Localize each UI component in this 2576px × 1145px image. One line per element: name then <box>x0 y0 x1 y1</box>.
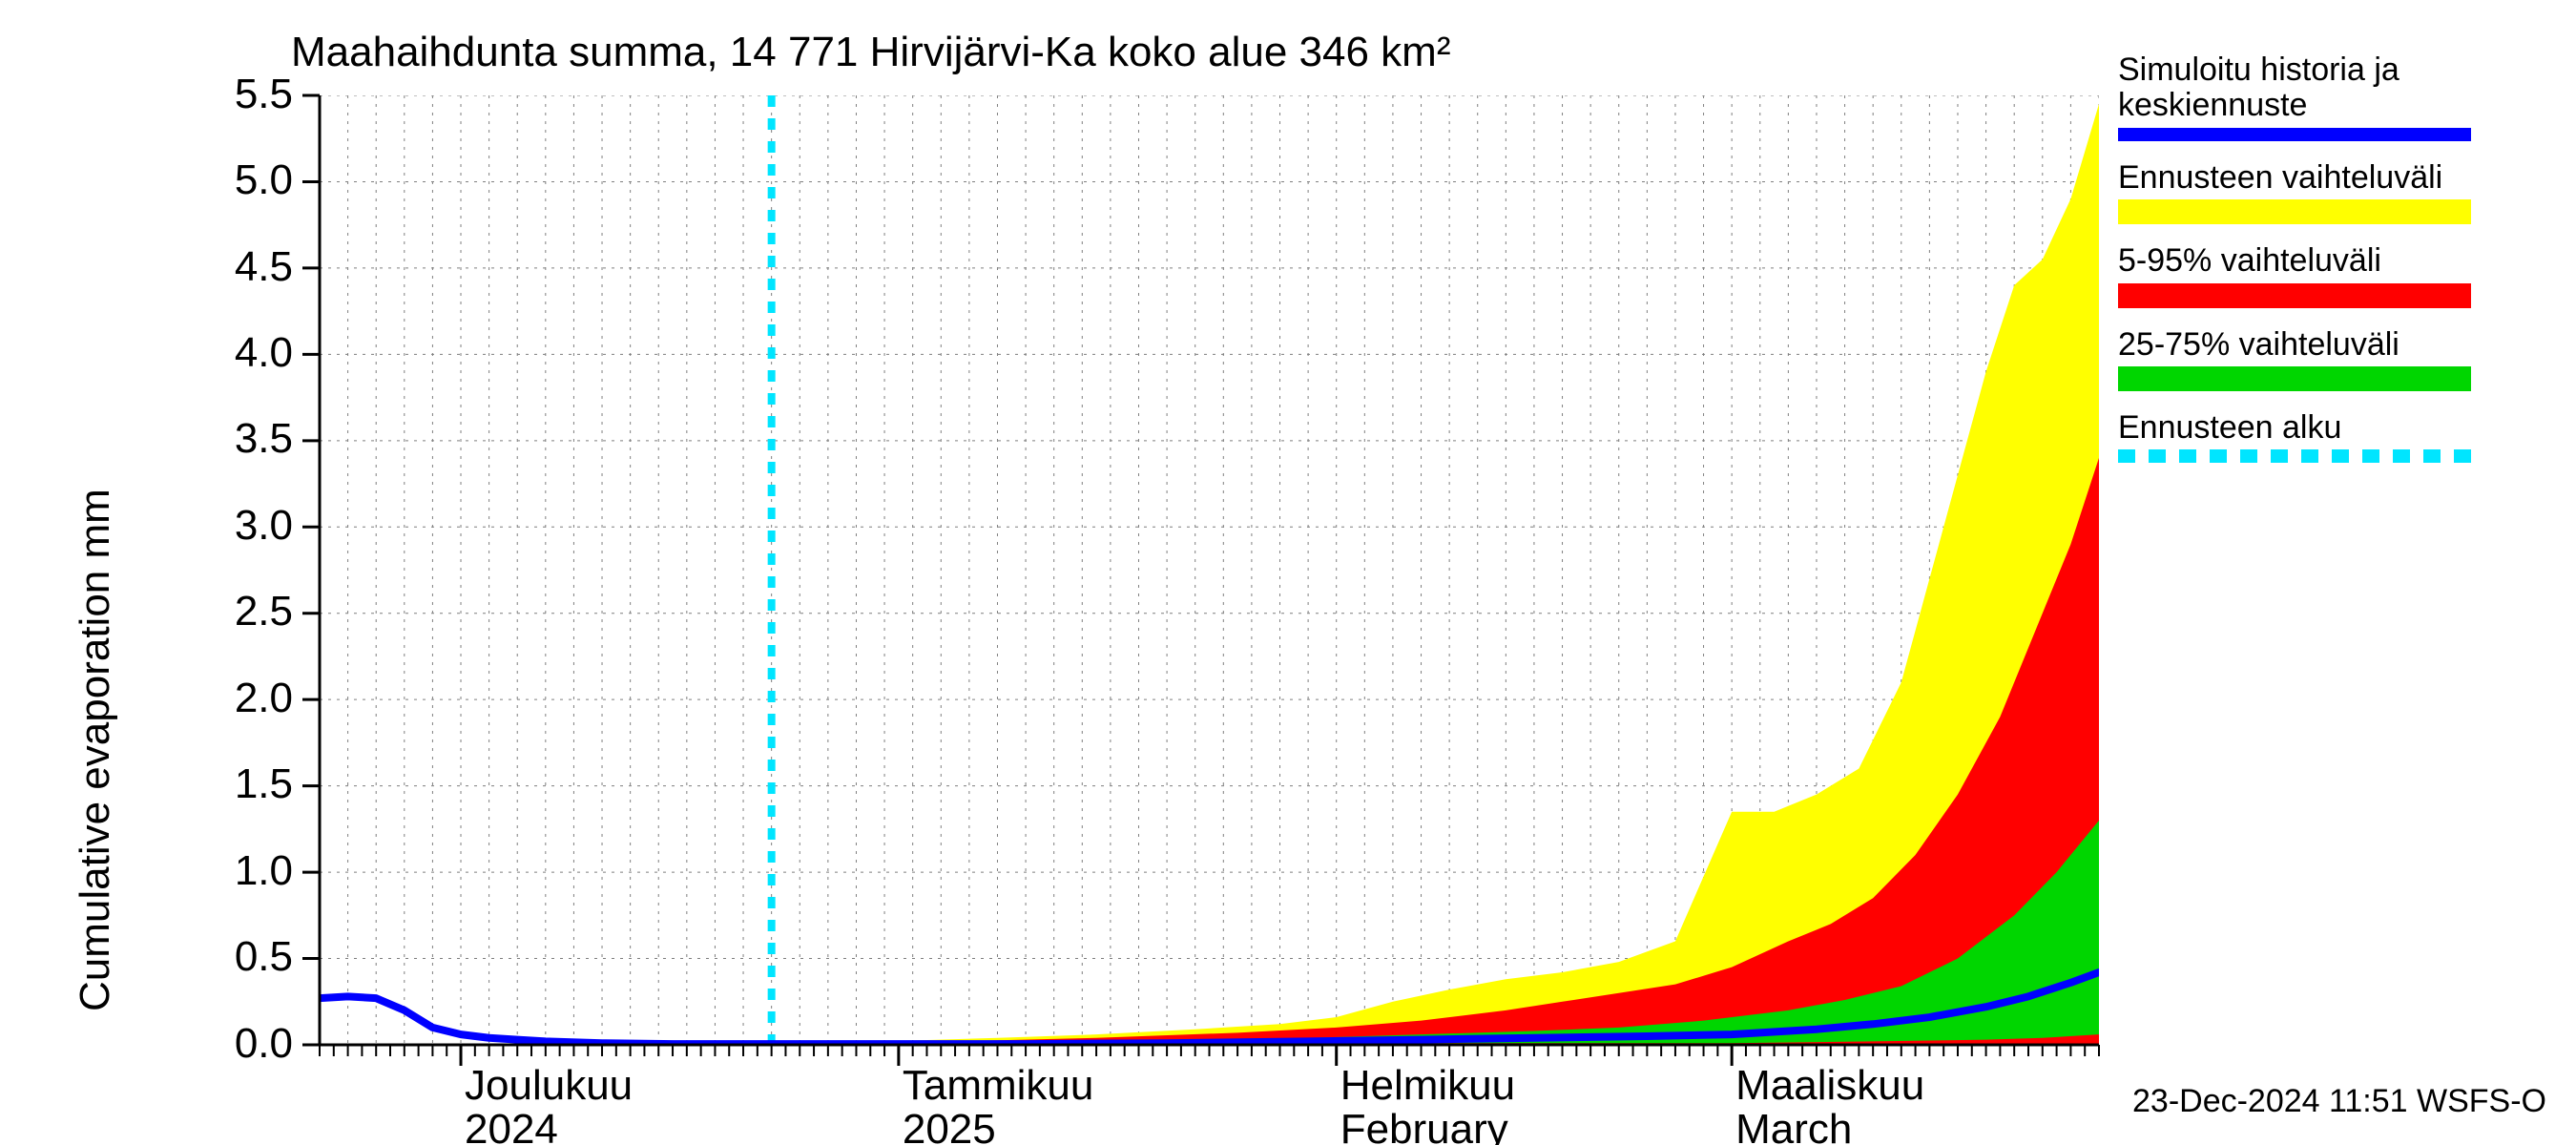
x-tick-sublabel: 2025 <box>903 1106 996 1145</box>
x-tick-label: Maaliskuu <box>1735 1062 1924 1110</box>
y-tick-label: 3.0 <box>197 502 293 550</box>
x-tick-label: Joulukuu <box>465 1062 633 1110</box>
y-tick-label: 5.5 <box>197 71 293 118</box>
y-tick-label: 4.5 <box>197 243 293 291</box>
legend-swatch <box>2118 449 2471 463</box>
legend-swatch <box>2118 283 2471 308</box>
legend-label: Simuloitu historia ja <box>2118 52 2471 88</box>
x-tick-sublabel: 2024 <box>465 1106 558 1145</box>
legend-label: 5-95% vaihteluväli <box>2118 243 2471 279</box>
y-tick-label: 2.0 <box>197 675 293 722</box>
legend-swatch <box>2118 128 2471 141</box>
legend-label: Ennusteen vaihteluväli <box>2118 160 2471 196</box>
legend-swatch <box>2118 366 2471 391</box>
y-tick-label: 1.0 <box>197 847 293 895</box>
chart-container: Maahaihdunta summa, 14 771 Hirvijärvi-Ka… <box>0 0 2576 1145</box>
legend-label: keskiennuste <box>2118 88 2471 123</box>
x-tick-sublabel: March <box>1735 1106 1852 1145</box>
legend-label: Ennusteen alku <box>2118 410 2471 446</box>
y-tick-label: 2.5 <box>197 588 293 635</box>
x-tick-sublabel: February <box>1340 1106 1508 1145</box>
y-tick-label: 5.0 <box>197 156 293 204</box>
y-tick-label: 4.0 <box>197 329 293 377</box>
y-tick-label: 0.5 <box>197 933 293 981</box>
x-tick-label: Tammikuu <box>903 1062 1094 1110</box>
y-tick-label: 3.5 <box>197 415 293 463</box>
timestamp-label: 23-Dec-2024 11:51 WSFS-O <box>2132 1083 2546 1120</box>
legend-label: 25-75% vaihteluväli <box>2118 327 2471 363</box>
legend: Simuloitu historia jakeskiennuste Ennuste… <box>2118 52 2471 482</box>
y-tick-label: 1.5 <box>197 760 293 808</box>
x-tick-label: Helmikuu <box>1340 1062 1515 1110</box>
y-tick-label: 0.0 <box>197 1020 293 1068</box>
legend-swatch <box>2118 199 2471 224</box>
